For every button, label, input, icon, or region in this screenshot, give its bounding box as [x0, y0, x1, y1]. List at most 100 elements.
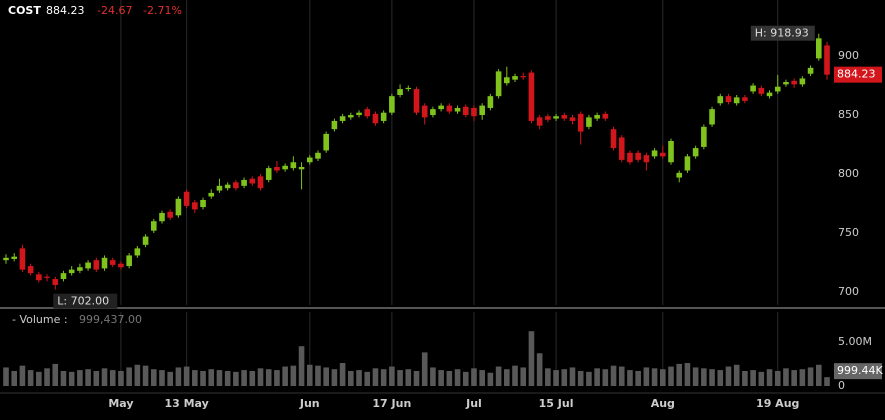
candle-body — [520, 76, 527, 78]
volume-bar — [421, 352, 428, 386]
candle-body — [224, 184, 231, 189]
volume-bar — [216, 370, 223, 386]
candle-body — [118, 263, 124, 268]
volume-bar — [192, 370, 198, 386]
candle-body — [692, 148, 699, 157]
candle-body — [93, 260, 100, 270]
volume-bar — [471, 368, 477, 386]
volume-bar — [183, 366, 190, 386]
candle-body — [413, 89, 420, 113]
labels: COST 884.23 -24.67 -2.71% - Volume : 999… — [8, 4, 883, 410]
volume-bar — [643, 367, 650, 386]
candle-body — [249, 178, 256, 184]
volume-bar — [134, 364, 141, 386]
volume-bar — [380, 369, 387, 386]
volume-bar — [815, 364, 822, 386]
low-label: L: 702.00 — [57, 295, 109, 308]
candle-body — [397, 89, 403, 95]
volume-bar — [331, 369, 338, 386]
volume-bar — [709, 369, 715, 386]
candle-body — [142, 236, 149, 245]
volume-bar — [758, 371, 765, 386]
volume-bar — [545, 368, 551, 386]
volume-bar — [569, 367, 576, 386]
volume-bar — [282, 366, 288, 386]
candle-body — [3, 257, 9, 261]
volume-bar — [766, 369, 773, 386]
volume-bar — [504, 369, 510, 386]
y-tick-label: 850 — [838, 108, 859, 121]
volume-bar — [651, 368, 658, 386]
volume-bar — [208, 369, 215, 386]
volume-bar — [799, 369, 806, 386]
candle-body — [618, 137, 625, 160]
volume-bar — [356, 370, 362, 386]
candle-body — [569, 117, 576, 121]
volume-bar — [791, 370, 797, 386]
candle-body — [60, 273, 67, 280]
volume-title: - Volume : — [12, 313, 68, 326]
candle-body — [19, 248, 26, 270]
volume-bar — [725, 366, 732, 386]
candle-body — [150, 221, 157, 231]
header-price: 884.23 — [46, 4, 85, 17]
volume-bar — [348, 370, 354, 386]
candle-body — [192, 202, 198, 210]
high-label: H: 918.93 — [755, 27, 809, 40]
volume-bar — [3, 367, 9, 386]
candle-body — [159, 212, 165, 222]
candle-body — [799, 78, 806, 85]
volume-bar — [36, 371, 42, 386]
candle-body — [52, 279, 59, 285]
volume-bar — [824, 377, 830, 386]
candle-body — [610, 129, 617, 149]
volume-bar — [774, 370, 781, 386]
volume-bar — [224, 370, 231, 386]
volume-bar — [27, 370, 34, 386]
volume-bar — [290, 365, 297, 386]
candle-body — [471, 107, 477, 117]
volume-bar — [602, 369, 609, 386]
candle-body — [462, 106, 469, 116]
candle-body — [306, 157, 313, 163]
candle-body — [815, 38, 822, 59]
candle-body — [233, 182, 239, 189]
candle-body — [561, 115, 568, 119]
candle-body — [183, 191, 190, 206]
volume-bar — [520, 367, 527, 386]
volume-bar — [577, 370, 584, 386]
marks — [3, 33, 830, 386]
volume-bar — [446, 370, 453, 386]
header-change: -24.67 — [97, 4, 132, 17]
candle-body — [766, 92, 773, 97]
volume-bar — [405, 369, 412, 386]
candle-body — [364, 109, 371, 117]
volume-bar — [339, 363, 346, 386]
volume-legend-value: 999,437.00 — [79, 313, 142, 326]
candle-body — [175, 198, 182, 216]
volume-bar — [635, 370, 641, 386]
volume-bar — [274, 370, 280, 386]
candle-body — [545, 116, 551, 120]
volume-bar — [701, 368, 707, 386]
low-label-box — [53, 293, 118, 309]
volume-bar — [60, 370, 67, 386]
volume-bar — [462, 371, 469, 386]
volume-bar — [618, 366, 625, 386]
volume-bar — [323, 367, 329, 386]
ticker: COST — [8, 4, 41, 17]
last-volume-tag — [834, 363, 882, 380]
candle-body — [512, 76, 518, 80]
volume-bar — [807, 367, 814, 386]
candle-body — [495, 71, 502, 97]
candle-body — [783, 82, 789, 85]
candle-body — [487, 96, 494, 108]
candle-body — [807, 67, 814, 74]
candle-body — [372, 113, 379, 124]
volume-bar — [233, 371, 239, 386]
header-change-percent: -2.71% — [143, 4, 182, 17]
candle-body — [331, 120, 338, 130]
y-tick-label: 750 — [838, 226, 859, 239]
volume-bar — [257, 368, 264, 386]
volume-tick-label: 0 — [838, 379, 845, 392]
